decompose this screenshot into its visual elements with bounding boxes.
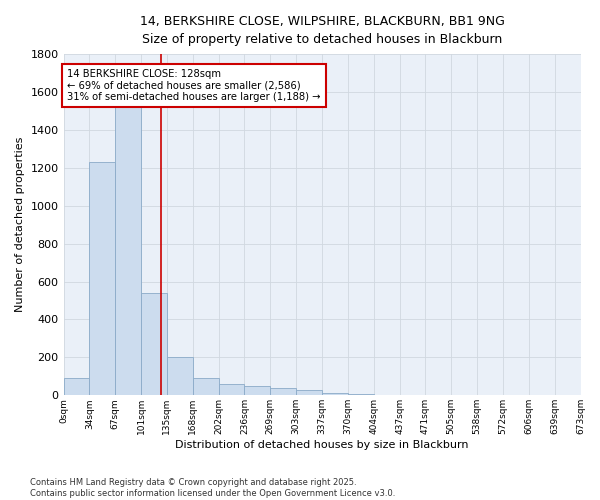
Bar: [374, 394, 400, 396]
Bar: [322, 394, 348, 396]
Text: 14 BERKSHIRE CLOSE: 128sqm
← 69% of detached houses are smaller (2,586)
31% of s: 14 BERKSHIRE CLOSE: 128sqm ← 69% of deta…: [67, 70, 321, 102]
Bar: [141, 293, 167, 396]
Bar: [296, 390, 322, 396]
Bar: [89, 162, 115, 396]
Bar: [271, 388, 296, 396]
Text: Contains HM Land Registry data © Crown copyright and database right 2025.
Contai: Contains HM Land Registry data © Crown c…: [30, 478, 395, 498]
Bar: [115, 82, 141, 396]
Y-axis label: Number of detached properties: Number of detached properties: [15, 137, 25, 312]
Bar: [193, 378, 218, 396]
Bar: [218, 384, 244, 396]
Bar: [167, 358, 193, 396]
Bar: [348, 394, 374, 396]
Bar: [244, 386, 271, 396]
Bar: [64, 378, 89, 396]
X-axis label: Distribution of detached houses by size in Blackburn: Distribution of detached houses by size …: [175, 440, 469, 450]
Title: 14, BERKSHIRE CLOSE, WILPSHIRE, BLACKBURN, BB1 9NG
Size of property relative to : 14, BERKSHIRE CLOSE, WILPSHIRE, BLACKBUR…: [140, 15, 505, 46]
